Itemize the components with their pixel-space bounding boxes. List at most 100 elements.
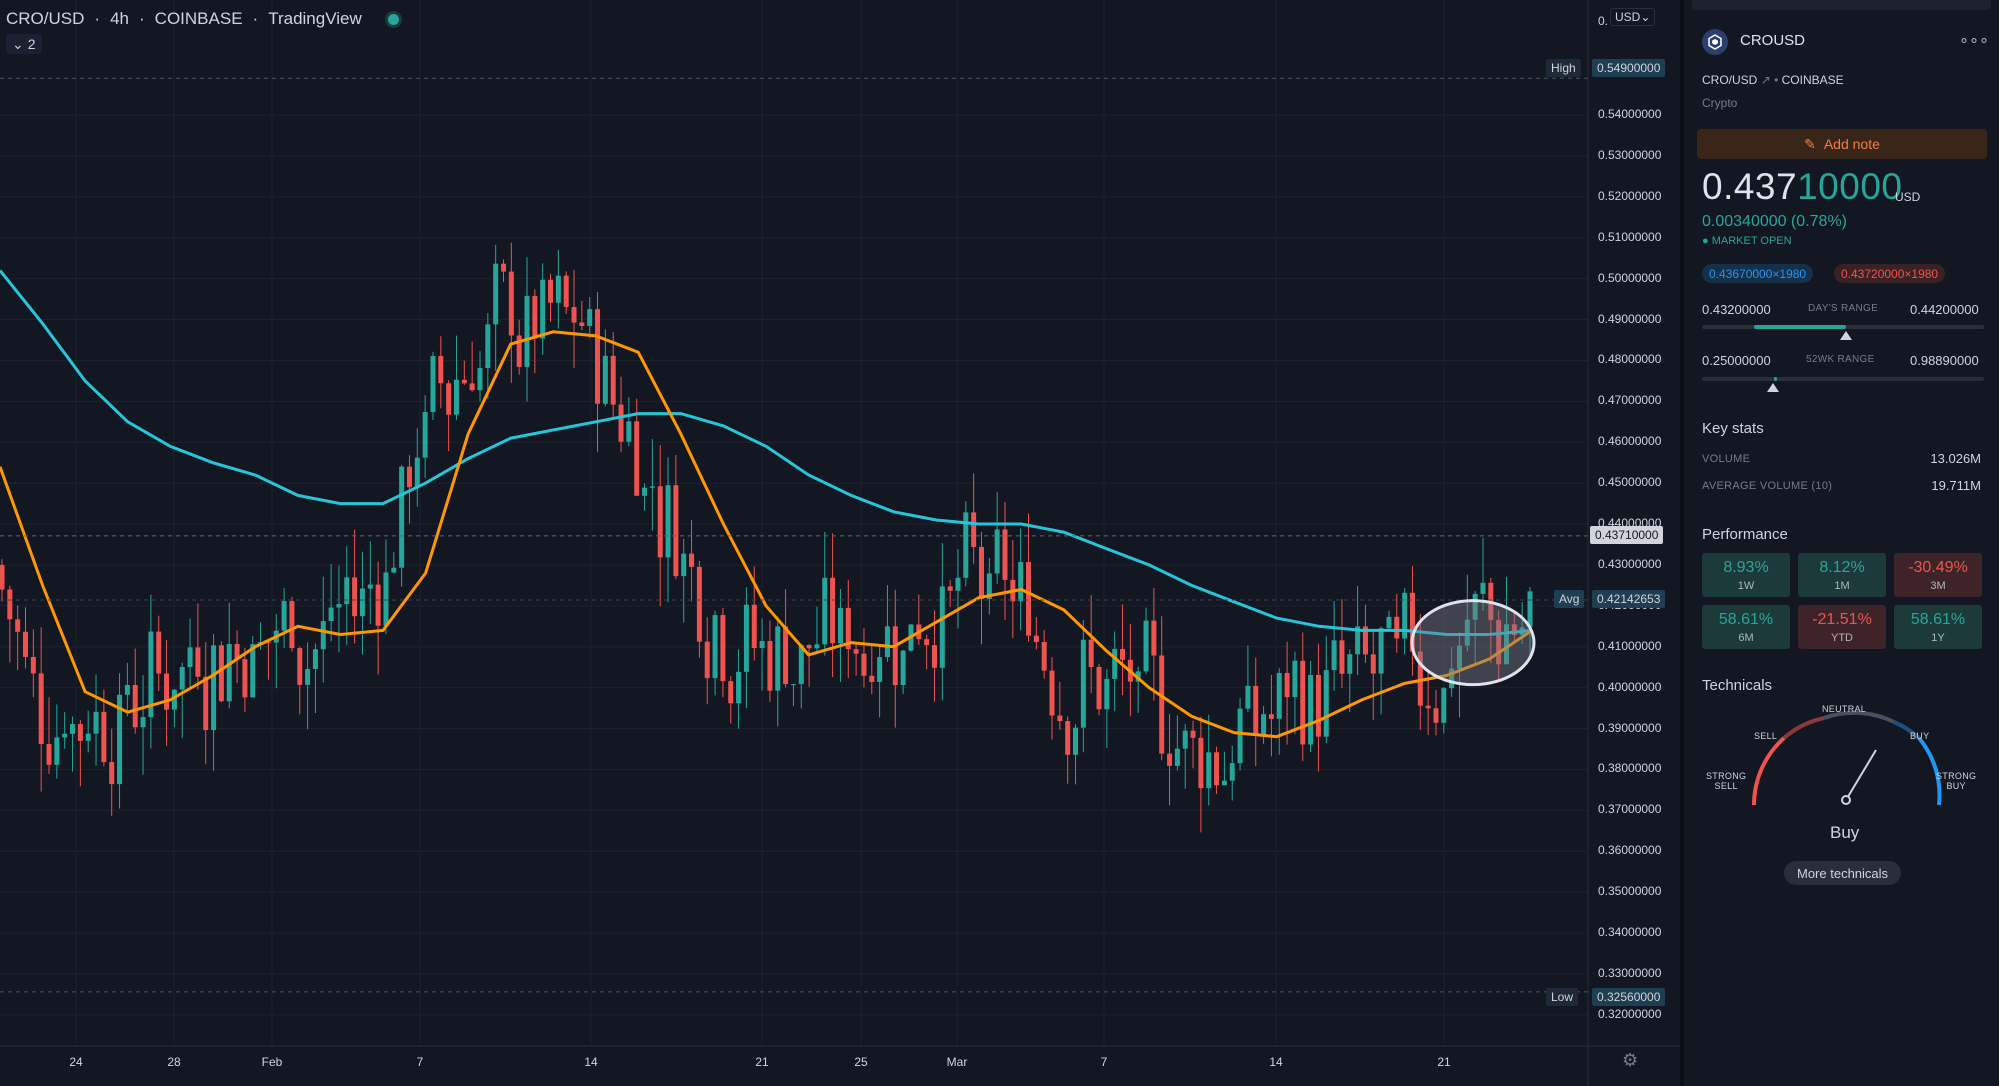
candle-body [971, 512, 977, 547]
days-range-label: DAY'S RANGE [1808, 303, 1879, 314]
y-tick-label: 0.45000000 [1598, 475, 1662, 490]
y-tick-label: 0.36000000 [1598, 843, 1662, 858]
x-tick-label: Mar [946, 1055, 968, 1069]
external-link-icon[interactable]: ↗ [1760, 73, 1771, 87]
performance-value: 58.61% [1718, 610, 1774, 628]
x-tick-label: 21 [1437, 1055, 1451, 1069]
candle-body [1167, 753, 1173, 766]
performance-value: -30.49% [1908, 558, 1968, 576]
symbol-label[interactable]: CRO/USD [6, 9, 85, 28]
avg-volume-label: AVERAGE VOLUME (10) [1702, 480, 1833, 492]
annotation-ellipse [1410, 599, 1536, 687]
candle-body [524, 295, 530, 367]
candle-body [203, 676, 209, 731]
candle-body [931, 645, 937, 668]
candle-body [1018, 562, 1024, 602]
performance-value: -21.51% [1812, 610, 1872, 628]
candle-body [602, 355, 608, 404]
candle-body [493, 263, 499, 325]
y-tick-label: 0.34000000 [1598, 925, 1662, 940]
candle-body [336, 604, 342, 608]
panel-symbol[interactable]: CROUSD [1740, 32, 1806, 49]
candle-body [1033, 635, 1039, 643]
candle-body [218, 645, 224, 702]
y-tick-label: 0.53000000 [1598, 147, 1662, 162]
pair-link[interactable]: CRO/USD [1702, 73, 1758, 87]
candle-body [618, 404, 624, 442]
performance-item-3m[interactable]: -30.49% 3M [1894, 553, 1982, 597]
candles [0, 242, 1533, 833]
currency-button[interactable]: USD⌄ [1610, 8, 1656, 26]
candle-body [124, 684, 130, 695]
performance-item-ytd[interactable]: -21.51% YTD [1798, 605, 1886, 649]
more-options-icon[interactable]: ∘∘∘ [1959, 32, 1990, 49]
candle-body [634, 421, 640, 496]
candle-body [1214, 752, 1220, 786]
candle-body [892, 626, 898, 686]
indicators-collapse-button[interactable]: ⌄ 2 [6, 34, 42, 54]
ma-line-cyan [0, 269, 1533, 636]
candle-body [422, 411, 428, 458]
candle-body [469, 383, 475, 391]
more-technicals-button[interactable]: More technicals [1784, 861, 1902, 885]
candle-body [15, 619, 21, 632]
add-note-button[interactable]: ✎ Add note [1697, 129, 1987, 159]
x-tick-label: 14 [584, 1055, 598, 1069]
candle-body [1143, 620, 1149, 672]
candle-body [1261, 714, 1267, 735]
candle-body [461, 379, 467, 384]
candle-body [171, 689, 177, 710]
technicals-title: Technicals [1702, 677, 1773, 694]
candle-body [1041, 642, 1047, 671]
candle-body [1511, 624, 1517, 635]
candle-body [1026, 562, 1032, 636]
candle-body [783, 626, 789, 685]
candle-body [657, 486, 663, 558]
price-chart[interactable] [0, 0, 1680, 1086]
performance-item-1y[interactable]: 58.61% 1Y [1894, 605, 1982, 649]
candle-body [367, 584, 373, 589]
y-tick-label: 0.43000000 [1598, 556, 1662, 571]
candle-body [994, 529, 1000, 574]
performance-item-1w[interactable]: 8.93% 1W [1702, 553, 1790, 597]
candle-body [571, 307, 577, 323]
candle-body [438, 355, 444, 384]
panel-exchange: COINBASE [1781, 73, 1844, 87]
interval-label[interactable]: 4h [110, 9, 129, 28]
performance-item-1m[interactable]: 8.12% 1M [1798, 553, 1886, 597]
candle-body [548, 279, 554, 303]
candle-body [1378, 628, 1384, 674]
candle-body [328, 607, 334, 622]
x-tick-label: 25 [854, 1055, 868, 1069]
candle-body [477, 368, 483, 391]
candle-body [1417, 651, 1423, 706]
wk52-range-label: 52WK RANGE [1806, 354, 1875, 365]
candle-body [1362, 626, 1368, 655]
candle-body [1065, 721, 1071, 755]
candle-body [414, 457, 420, 488]
candle-body [720, 615, 726, 682]
candle-body [900, 650, 906, 686]
candle-body [195, 647, 201, 677]
last-price: 0.43710000 [1702, 166, 1903, 207]
candle-body [743, 604, 749, 672]
candle-body [265, 642, 271, 644]
candle-body [156, 631, 162, 674]
candle-body [375, 584, 381, 626]
technicals-gauge[interactable] [1714, 700, 1974, 835]
candle-body [1120, 648, 1126, 660]
candle-body [101, 711, 107, 763]
candle-body [109, 762, 115, 785]
low-value: 0.32560000 [1592, 988, 1666, 1006]
performance-item-6m[interactable]: 58.61% 6M [1702, 605, 1790, 649]
candle-body [1300, 660, 1306, 745]
candle-body [93, 711, 99, 734]
candle-body [1409, 592, 1415, 652]
candle-body [555, 275, 561, 303]
candle-body [814, 644, 820, 649]
chevron-down-icon: ⌄ [12, 35, 24, 52]
buy-label: BUY [1910, 731, 1930, 741]
y-tick-label: 0.46000000 [1598, 434, 1662, 449]
candle-body [46, 744, 52, 765]
gear-icon[interactable]: ⚙ [1622, 1050, 1639, 1070]
